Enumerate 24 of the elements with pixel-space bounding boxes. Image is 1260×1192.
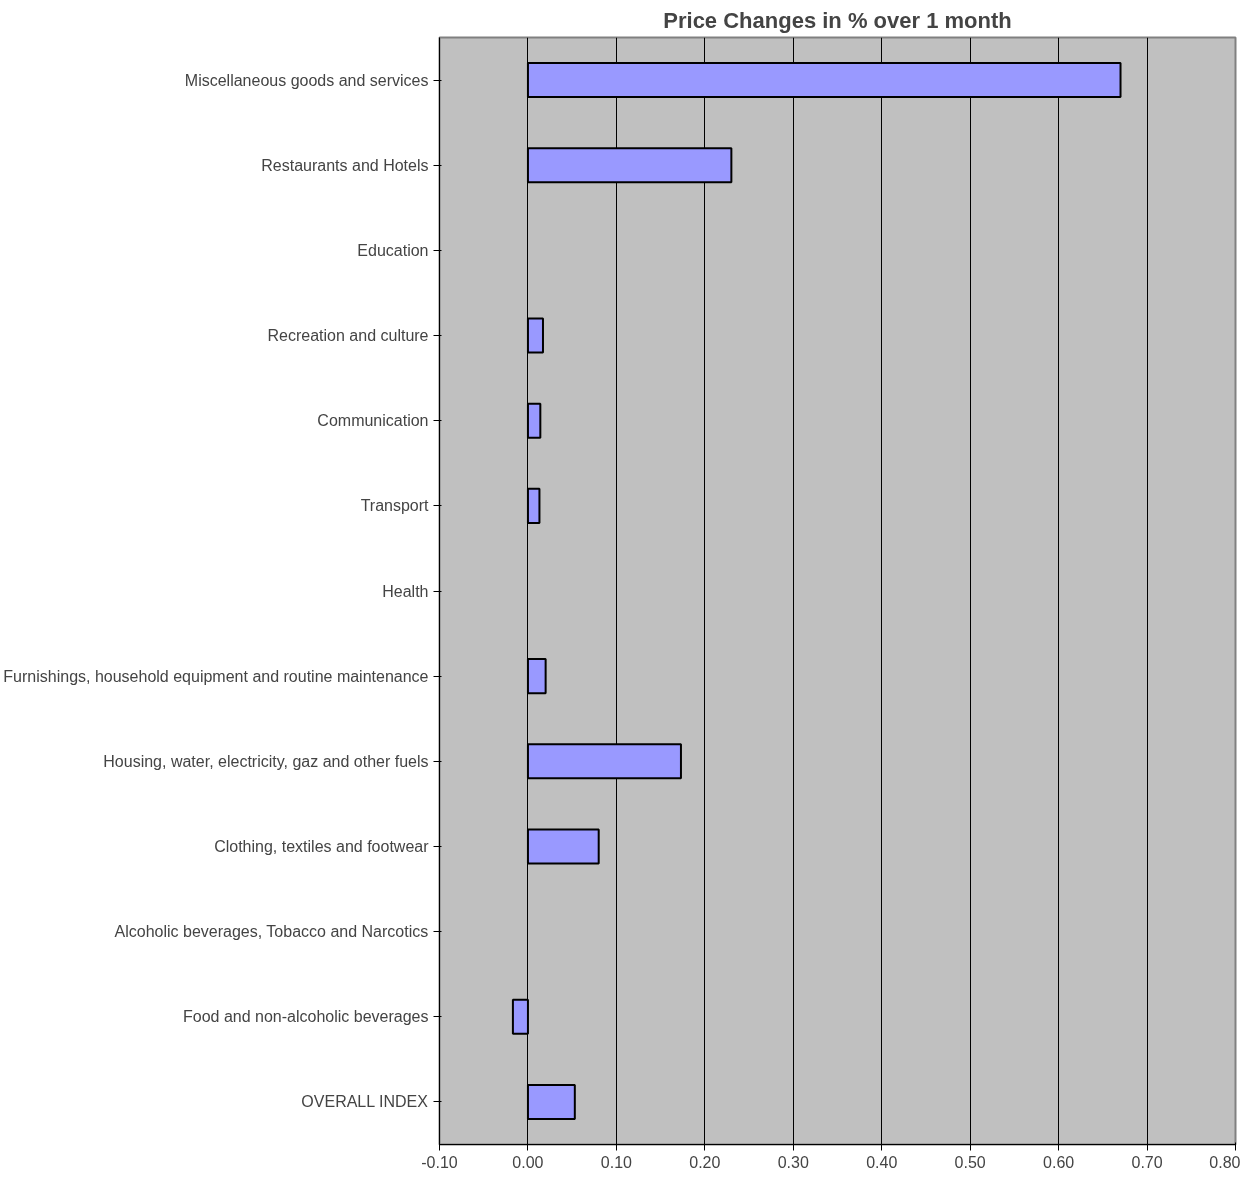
x-tick-label: 0.30 (777, 1153, 809, 1171)
y-tick-label: Education (357, 241, 429, 259)
y-tick-label: Recreation and culture (267, 327, 429, 345)
x-tick-label: 0.80 (1209, 1153, 1241, 1171)
y-tick-label: OVERALL INDEX (301, 1093, 429, 1111)
y-tick-label: Communication (317, 412, 429, 430)
x-tick-label: 0.40 (866, 1153, 898, 1171)
x-tick-label: 0.00 (512, 1153, 544, 1171)
x-tick-label: 0.50 (954, 1153, 986, 1171)
y-tick-label: Furnishings, household equipment and routine maintenance (3, 667, 429, 685)
x-tick-label: 0.70 (1131, 1153, 1163, 1171)
y-tick-label: Restaurants and Hotels (261, 156, 429, 174)
y-tick-label: Alcoholic beverages, Tobacco and Narcotics (114, 923, 429, 941)
x-tick-label: 0.10 (600, 1153, 633, 1171)
x-tick-label: -0.10 (421, 1153, 458, 1171)
y-tick-label: Clothing, textiles and footwear (214, 837, 430, 855)
x-tick-label: 0.60 (1043, 1153, 1075, 1171)
y-tick-label: Housing, water, electricity, gaz and other fuels (103, 752, 429, 770)
y-tick-label: Miscellaneous goods and services (184, 71, 429, 89)
y-tick-label: Transport (360, 497, 430, 515)
y-tick-label: Health (382, 582, 429, 600)
chart-title: Price Changes in % over 1 month (663, 7, 1012, 33)
x-tick-label: 0.20 (689, 1153, 721, 1171)
y-tick-label: Food and non-alcoholic beverages (183, 1008, 429, 1026)
